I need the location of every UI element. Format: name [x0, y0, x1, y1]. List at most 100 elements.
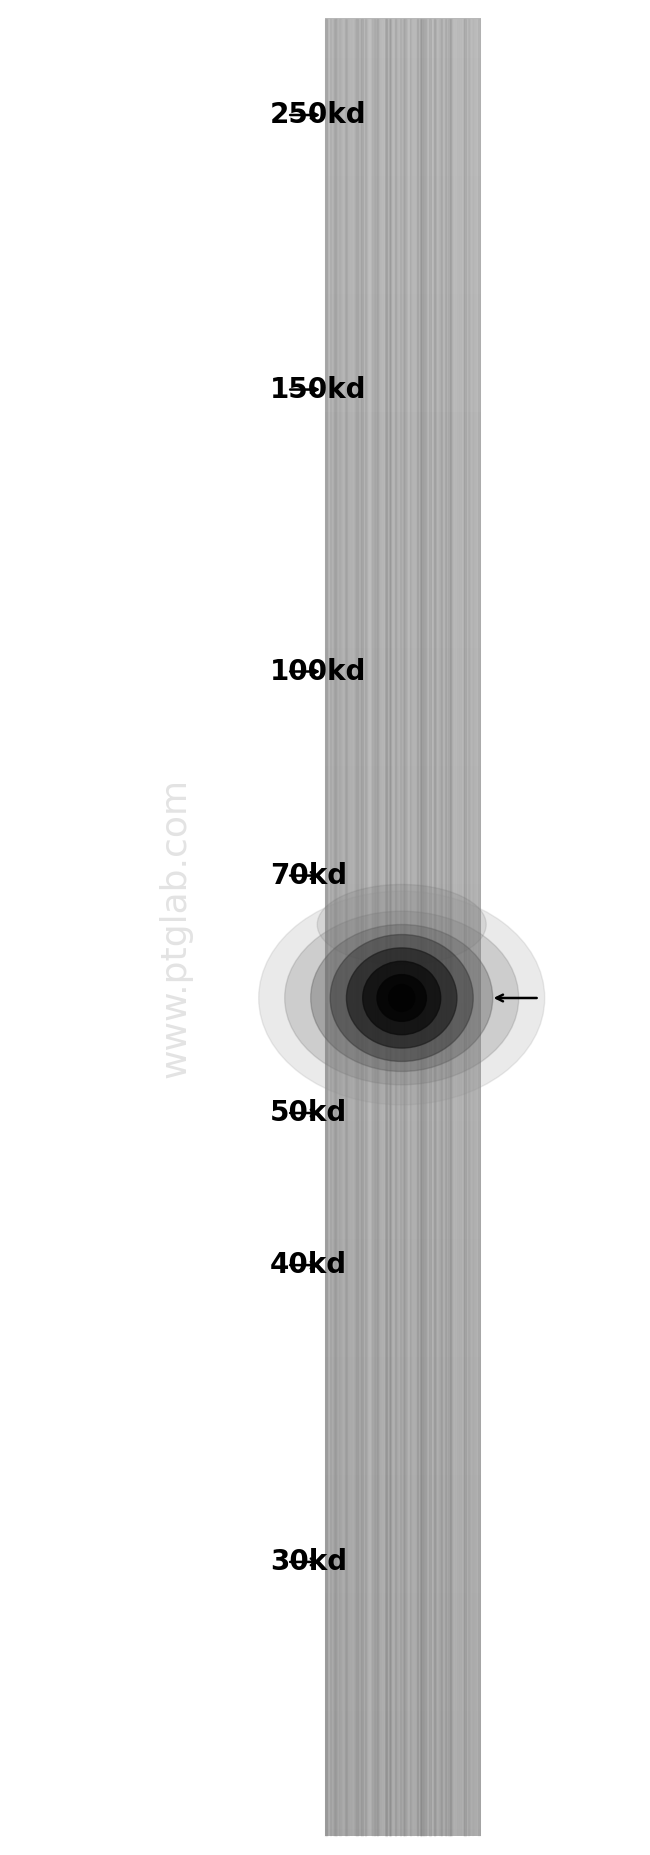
Bar: [448, 19, 450, 1836]
Bar: [421, 19, 422, 1836]
Bar: [416, 19, 417, 1836]
Bar: [447, 19, 449, 1836]
Bar: [422, 19, 424, 1836]
Bar: [412, 19, 413, 1836]
Bar: [463, 19, 464, 1836]
Bar: [474, 19, 475, 1836]
Bar: [346, 19, 347, 1836]
Bar: [335, 19, 337, 1836]
Bar: [354, 19, 355, 1836]
Bar: [415, 19, 417, 1836]
Bar: [400, 19, 401, 1836]
Bar: [410, 19, 411, 1836]
Bar: [442, 19, 443, 1836]
Bar: [381, 19, 383, 1836]
Bar: [407, 19, 409, 1836]
Bar: [386, 19, 387, 1836]
Bar: [460, 19, 461, 1836]
Bar: [332, 19, 333, 1836]
Bar: [477, 19, 478, 1836]
Bar: [374, 19, 376, 1836]
Bar: [391, 19, 393, 1836]
Bar: [438, 19, 439, 1836]
Bar: [458, 19, 459, 1836]
Ellipse shape: [330, 935, 473, 1061]
Bar: [456, 19, 458, 1836]
Bar: [347, 19, 349, 1836]
Bar: [338, 19, 340, 1836]
Bar: [445, 19, 446, 1836]
Bar: [459, 19, 460, 1836]
Bar: [384, 19, 385, 1836]
Bar: [363, 19, 364, 1836]
Bar: [369, 19, 370, 1836]
Bar: [365, 19, 367, 1836]
Bar: [468, 19, 469, 1836]
Text: www.ptglab.com: www.ptglab.com: [159, 777, 192, 1078]
Bar: [359, 19, 360, 1836]
Bar: [382, 19, 384, 1836]
Bar: [426, 19, 428, 1836]
Bar: [432, 19, 434, 1836]
Bar: [368, 19, 370, 1836]
Bar: [328, 19, 329, 1836]
Bar: [330, 19, 332, 1836]
Ellipse shape: [363, 961, 441, 1035]
Bar: [424, 19, 425, 1836]
Bar: [465, 19, 467, 1836]
Bar: [344, 19, 346, 1836]
Bar: [387, 19, 389, 1836]
Bar: [451, 19, 452, 1836]
Bar: [429, 19, 431, 1836]
Bar: [348, 19, 350, 1836]
Bar: [473, 19, 475, 1836]
Bar: [334, 19, 336, 1836]
Ellipse shape: [259, 890, 545, 1106]
Bar: [439, 19, 441, 1836]
Bar: [446, 19, 447, 1836]
Bar: [413, 19, 414, 1836]
Text: 50kd: 50kd: [270, 1098, 347, 1128]
Bar: [398, 19, 399, 1836]
Bar: [390, 19, 391, 1836]
Bar: [342, 19, 344, 1836]
Text: 30kd: 30kd: [270, 1547, 347, 1577]
Ellipse shape: [389, 985, 415, 1011]
Bar: [339, 19, 341, 1836]
Bar: [350, 19, 351, 1836]
Ellipse shape: [377, 974, 426, 1022]
Bar: [364, 19, 365, 1836]
Bar: [389, 19, 390, 1836]
Bar: [378, 19, 380, 1836]
Bar: [361, 19, 363, 1836]
Bar: [464, 19, 466, 1836]
Text: 100kd: 100kd: [270, 657, 366, 686]
Bar: [329, 19, 330, 1836]
Bar: [425, 19, 426, 1836]
Bar: [434, 19, 436, 1836]
Ellipse shape: [346, 948, 457, 1048]
Bar: [360, 19, 361, 1836]
Text: 40kd: 40kd: [270, 1250, 347, 1280]
Bar: [430, 19, 432, 1836]
Bar: [403, 19, 404, 1836]
Bar: [356, 19, 358, 1836]
Bar: [433, 19, 435, 1836]
Bar: [420, 19, 421, 1836]
Ellipse shape: [311, 924, 493, 1072]
Bar: [380, 19, 381, 1836]
Bar: [370, 19, 371, 1836]
Bar: [480, 19, 481, 1836]
Bar: [395, 19, 396, 1836]
Text: 250kd: 250kd: [270, 100, 367, 130]
Bar: [394, 19, 396, 1836]
Bar: [325, 19, 327, 1836]
Bar: [450, 19, 451, 1836]
Bar: [441, 19, 442, 1836]
Bar: [351, 19, 352, 1836]
Ellipse shape: [285, 911, 519, 1085]
Bar: [478, 19, 480, 1836]
Text: 150kd: 150kd: [270, 375, 366, 404]
Bar: [443, 19, 444, 1836]
Bar: [408, 19, 410, 1836]
